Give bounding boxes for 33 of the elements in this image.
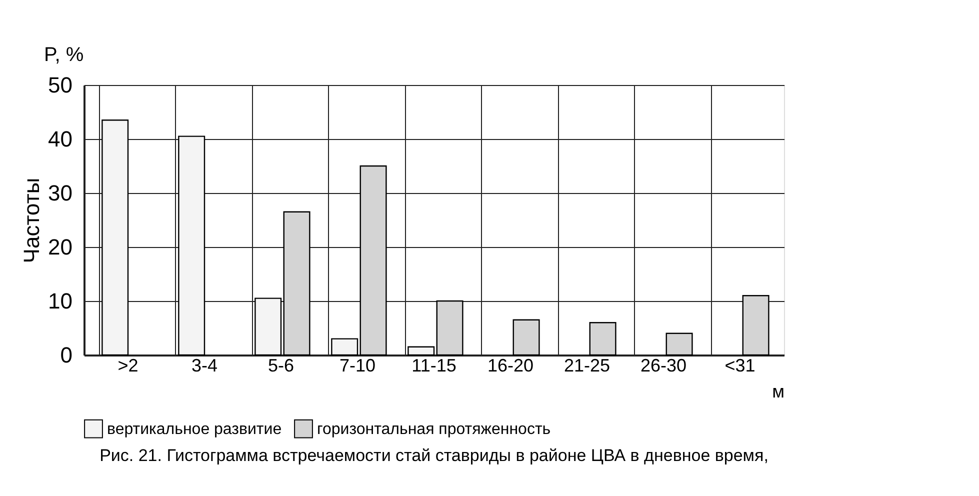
y-tick-label: 50 [48,72,72,98]
bar [178,136,206,356]
y-tick-label: 40 [48,126,72,152]
x-tick-label: 26-30 [640,356,687,376]
x-tick-label: 16-20 [487,356,534,376]
bar [254,298,282,356]
text: P, % [44,44,84,66]
bar [408,346,435,356]
x-axis-title: м [772,382,784,402]
bar [331,338,358,356]
bar [102,120,129,356]
x-tick-label: 5-6 [268,356,294,376]
bar [589,322,616,356]
legend-label: вертикальное развитие [107,420,282,438]
bar [283,211,310,356]
bar [512,319,540,356]
x-tick-label: 3-4 [191,356,218,376]
y-tick-label: 10 [48,288,72,314]
y-axis-title: Частоты [19,178,44,264]
x-tick-label: 7-10 [339,356,376,376]
x-tick-label: 11-15 [412,356,456,376]
x-tick-label: >2 [118,356,138,376]
bar [666,332,693,356]
x-tick-label: <31 [724,356,756,376]
x-tick-label: 21-25 [564,356,610,376]
y-tick-label: 0 [60,342,72,368]
y-tick-label: 20 [48,234,72,260]
text: Рис. 21. Гистограмма встречаемости стай ставриды в районе ЦВА в дневное время, [100,446,768,465]
bar [742,295,770,356]
y-tick-label: 30 [48,180,72,206]
bar [360,165,387,356]
legend-label: горизонтальная протяженность [317,420,551,438]
bar [436,300,464,356]
